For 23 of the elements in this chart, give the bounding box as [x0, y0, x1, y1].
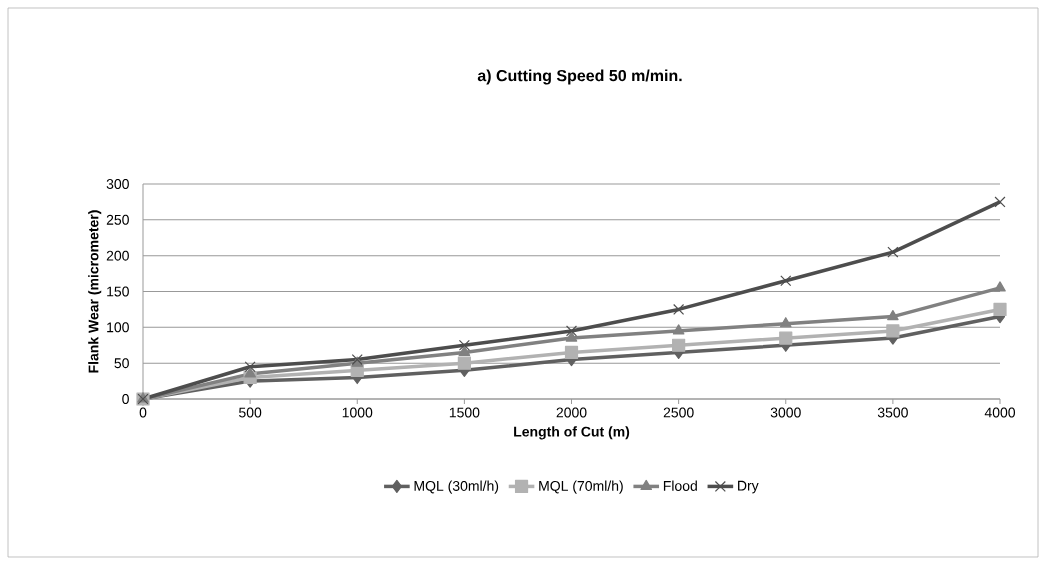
- x-tick-label: 2000: [556, 407, 587, 418]
- y-tick-label: 200: [106, 250, 129, 261]
- y-tick-label: 150: [107, 286, 129, 297]
- legend-label: MQL (70ml/h): [539, 480, 623, 494]
- legend-label: Flood: [663, 480, 697, 491]
- y-tick-label: 50: [114, 358, 129, 369]
- x-tick-label: 2500: [663, 407, 694, 418]
- x-tick-label: 4000: [984, 407, 1016, 418]
- y-axis-title: Flank Wear (micrometer): [88, 210, 102, 373]
- chart-title: a) Cutting Speed 50 m/min.: [477, 69, 682, 85]
- y-tick-label: 0: [122, 394, 129, 404]
- x-tick-label: 1500: [449, 407, 480, 418]
- x-tick-label: 1000: [342, 407, 373, 418]
- x-tick-label: 3500: [877, 407, 908, 418]
- y-tick-label: 250: [106, 214, 129, 225]
- y-tick-label: 300: [106, 179, 129, 189]
- y-tick-label: 100: [107, 322, 129, 333]
- legend-label: Dry: [738, 480, 759, 494]
- x-axis-title: Length of Cut (m): [514, 426, 630, 440]
- x-tick-label: 500: [239, 407, 262, 418]
- x-tick-label: 3000: [770, 407, 801, 418]
- x-tick-label: 0: [139, 407, 147, 418]
- legend-label: MQL (30ml/h): [414, 480, 499, 494]
